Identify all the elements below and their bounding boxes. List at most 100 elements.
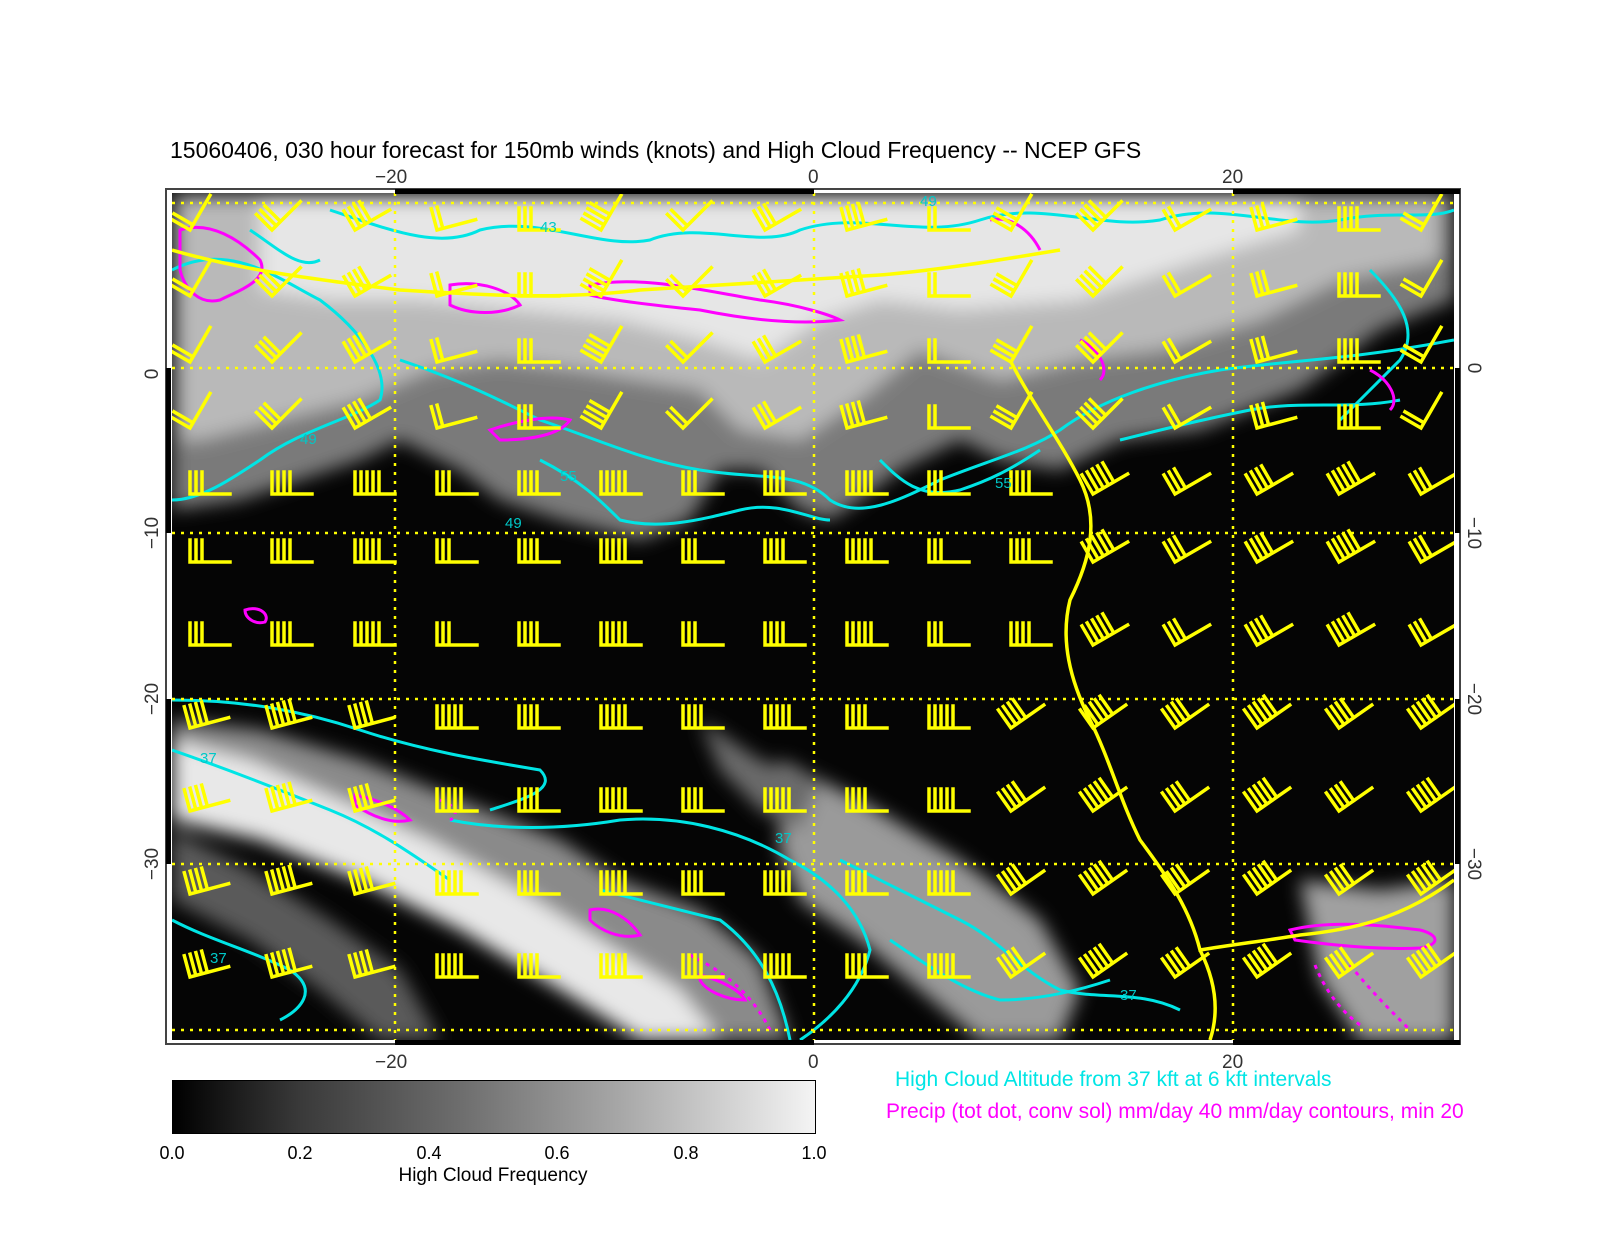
- contour-labels: 37 37 37 37 43 49 49 49 55 55: [200, 193, 1137, 1004]
- wind-barb: [681, 470, 725, 496]
- wind-barb: [1077, 859, 1129, 897]
- wind-barb: [1161, 271, 1213, 299]
- wind-barb: [353, 621, 397, 647]
- wind-barb: [599, 621, 643, 647]
- lon-tick-bottom: 0: [808, 1052, 819, 1073]
- wind-barb: [1161, 617, 1213, 648]
- lat-tick-left: −20: [142, 683, 163, 715]
- wind-barb: [1405, 859, 1454, 897]
- wind-barb: [253, 397, 303, 431]
- lon-tick-bottom: −20: [375, 1052, 407, 1073]
- wind-barb: [264, 781, 313, 814]
- wind-barb: [517, 621, 561, 647]
- wind-barb: [1241, 859, 1293, 897]
- wind-barb: [927, 621, 971, 647]
- wind-barb: [681, 787, 725, 813]
- contour-label: 55: [995, 475, 1012, 492]
- wind-barb: [270, 470, 314, 496]
- wind-barb: [341, 265, 393, 299]
- wind-barb: [517, 787, 561, 813]
- lat-lon-grid: [172, 193, 1454, 1040]
- wind-barb: [927, 704, 971, 730]
- wind-barb: [1249, 401, 1298, 431]
- wind-barb: [347, 865, 396, 897]
- wind-barb: [1243, 463, 1295, 497]
- wind-barb: [264, 864, 313, 897]
- wind-barb: [1079, 528, 1131, 565]
- wind-barb: [253, 265, 303, 299]
- wind-barb: [435, 470, 479, 496]
- wind-barb: [1405, 942, 1454, 980]
- wind-barb: [264, 698, 313, 731]
- wind-barb: [681, 704, 725, 730]
- wind-barb: [763, 704, 807, 730]
- wind-barb: [435, 870, 479, 896]
- wind-barb: [188, 470, 232, 496]
- lon-tick-top: −20: [375, 167, 407, 188]
- wind-barb: [347, 948, 396, 980]
- wind-barb: [341, 331, 393, 365]
- wind-barb: [995, 697, 1047, 731]
- wind-barb: [579, 390, 624, 431]
- wind-barb: [1009, 470, 1053, 496]
- wind-barb: [845, 953, 889, 979]
- coastline: [172, 248, 1454, 1040]
- lat-tick-right: −30: [1463, 848, 1484, 880]
- wind-barb: [182, 699, 231, 731]
- wind-barb: [435, 787, 479, 813]
- map-title: 15060406, 030 hour forecast for 150mb wi…: [170, 137, 1142, 163]
- wind-barb: [845, 704, 889, 730]
- wind-barb: [270, 538, 314, 564]
- wind-barb: [429, 337, 478, 365]
- wind-barb: [347, 782, 396, 814]
- wind-barb: [1243, 531, 1295, 565]
- wind-barb: [995, 946, 1047, 980]
- lat-tick-right: 0: [1463, 363, 1484, 374]
- wind-barb: [1161, 403, 1213, 431]
- wind-barb: [1325, 528, 1377, 565]
- wind-barb: [1337, 338, 1381, 364]
- wind-barb: [435, 704, 479, 730]
- wind-barb: [927, 206, 971, 232]
- wind-barb: [664, 199, 714, 233]
- wind-barb: [681, 621, 725, 647]
- wind-barb: [429, 271, 478, 299]
- wind-barb: [927, 404, 971, 430]
- colorbar-label: High Cloud Frequency: [398, 1165, 588, 1186]
- wind-barb: [1407, 617, 1454, 648]
- wind-barb: [681, 953, 725, 979]
- contour-label: 49: [920, 193, 937, 210]
- wind-barb: [1323, 946, 1375, 980]
- wind-barb: [989, 324, 1034, 365]
- wind-barb: [341, 199, 393, 233]
- colorbar-tick: 0.6: [544, 1143, 570, 1163]
- wind-barb: [1074, 331, 1124, 365]
- contour-label: 43: [540, 219, 557, 236]
- wind-barb: [763, 953, 807, 979]
- wind-barb: [1161, 466, 1213, 497]
- wind-barb: [517, 953, 561, 979]
- contour-label: 37: [200, 750, 217, 767]
- wind-barb: [579, 324, 624, 365]
- cloud-altitude-legend: High Cloud Altitude from 37 kft at 6 kft…: [895, 1068, 1332, 1091]
- wind-barb: [435, 621, 479, 647]
- wind-barbs: [172, 193, 1454, 980]
- wind-barb: [172, 324, 213, 365]
- lat-tick-left: −30: [142, 848, 163, 880]
- contour-label: 37: [210, 950, 227, 967]
- wind-barb: [1161, 534, 1213, 565]
- wind-barb: [1074, 199, 1124, 233]
- wind-barb: [1399, 390, 1444, 431]
- wind-barb: [579, 258, 624, 299]
- wind-barb: [429, 205, 478, 233]
- wind-barb: [517, 206, 561, 232]
- wind-barb: [1074, 265, 1124, 299]
- wind-barb: [763, 787, 807, 813]
- wind-barb: [751, 400, 803, 431]
- wind-barb: [1159, 863, 1211, 897]
- wind-barb: [599, 704, 643, 730]
- wind-barb: [1249, 203, 1298, 233]
- wind-barb: [1399, 258, 1444, 299]
- wind-barb: [1323, 780, 1375, 814]
